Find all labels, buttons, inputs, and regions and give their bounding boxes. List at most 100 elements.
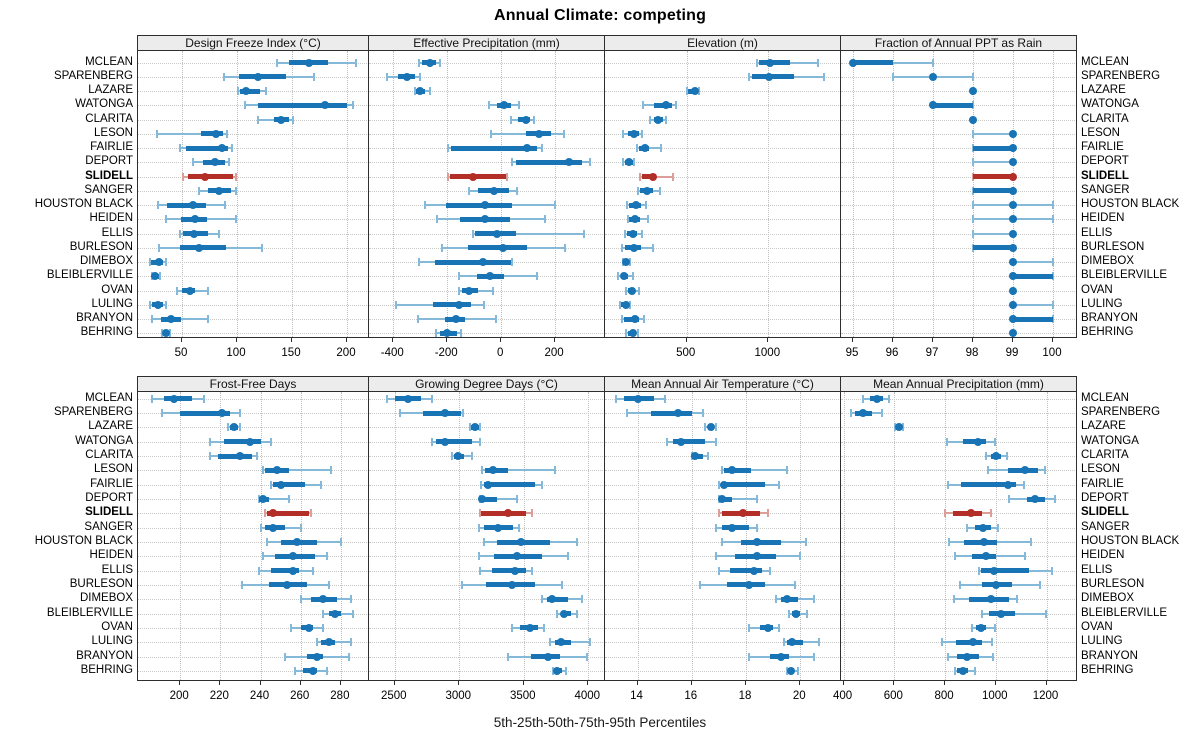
whisker-cap-high: [460, 329, 463, 337]
median-dot: [1009, 243, 1017, 252]
whisker-cap-high: [659, 144, 662, 153]
median-dot: [522, 144, 531, 153]
iqr-bar-25-75: [960, 482, 1016, 488]
whisker-cap-low: [157, 243, 160, 252]
median-dot: [521, 115, 530, 124]
panel-elevation: [604, 50, 841, 338]
panel-growing-degree-days: [368, 391, 605, 681]
row-gridline: [841, 247, 1076, 249]
row-label-left: SLIDELL: [85, 506, 133, 519]
axis-tick-label: 3500: [509, 690, 536, 702]
iqr-bar-25-75: [224, 439, 261, 445]
whisker-cap-low: [635, 144, 638, 153]
axis-tick: [392, 338, 394, 342]
whisker-cap-high: [299, 523, 302, 532]
axis-tick: [522, 681, 524, 685]
gridline: [945, 392, 947, 680]
median-dot: [706, 423, 715, 432]
axis-tick-label: 600: [883, 690, 903, 702]
panel-strip-fraction-ppt-rain: Fraction of Annual PPT as Rain: [840, 35, 1077, 51]
whisker-cap-high: [554, 201, 557, 210]
row-label-left: DEPORT: [85, 492, 133, 504]
median-dot: [690, 452, 699, 461]
whisker-cap-high: [585, 652, 588, 661]
axis-tick-label: -400: [380, 347, 404, 359]
median-dot: [508, 580, 517, 589]
row-label-right: DIMEBOX: [1081, 255, 1135, 268]
gridline: [768, 51, 770, 337]
whisker-cap-low: [984, 452, 987, 461]
median-dot: [403, 72, 412, 81]
whisker-cap-low: [151, 315, 154, 324]
whisker-cap-high: [1054, 495, 1057, 503]
whisker-cap-high: [715, 423, 718, 432]
median-dot: [976, 623, 985, 632]
axis-tick: [259, 681, 261, 685]
whisker-cap-low: [747, 72, 750, 81]
whisker-cap-low: [227, 423, 230, 432]
whisker-5-95: [721, 469, 787, 472]
median-dot: [1031, 495, 1040, 503]
whisker-cap-high: [223, 201, 226, 210]
whisker-cap-high: [351, 101, 354, 110]
whisker-cap-low: [209, 437, 212, 446]
median-dot: [1009, 186, 1017, 195]
row-gridline: [605, 205, 840, 207]
median-dot: [621, 258, 630, 267]
gridline: [1053, 51, 1054, 337]
median-dot: [777, 652, 786, 661]
row-gridline: [841, 205, 1076, 207]
whisker-cap-high: [1016, 595, 1019, 604]
median-dot: [513, 552, 522, 561]
row-gridline: [138, 333, 368, 335]
row-gridline: [138, 119, 368, 121]
row-gridline: [138, 304, 368, 306]
whisker-cap-high: [536, 272, 539, 281]
iqr-bar-25-75: [1013, 273, 1053, 279]
iqr-bar-25-75: [451, 145, 538, 151]
row-label-right: ELLIS: [1081, 226, 1113, 239]
axis-tick: [842, 681, 844, 685]
median-dot: [268, 523, 277, 532]
whisker-cap-high: [588, 638, 591, 647]
axis-tick-label: 99: [1005, 347, 1019, 359]
row-gridline: [369, 599, 604, 601]
row-gridline: [605, 148, 840, 150]
row-gridline: [841, 119, 1076, 121]
median-dot: [628, 229, 637, 238]
row-gridline: [605, 441, 840, 443]
row-gridline: [605, 190, 840, 192]
whisker-5-95: [1013, 261, 1053, 264]
whisker-cap-high: [313, 72, 315, 81]
gridline: [843, 392, 845, 680]
whisker-cap-low: [624, 329, 627, 337]
whisker-cap-low: [398, 409, 401, 418]
axis-tick-label: 1000: [981, 690, 1008, 702]
whisker-cap-high: [239, 423, 242, 432]
row-gridline: [841, 276, 1076, 278]
whisker-cap-low: [482, 538, 485, 546]
row-gridline: [369, 91, 604, 93]
whisker-cap-low: [626, 215, 629, 224]
row-gridline: [841, 190, 1076, 192]
axis-tick: [1052, 338, 1053, 342]
row-label-right: MCLEAN: [1081, 391, 1129, 404]
whisker-cap-high: [321, 623, 324, 632]
axis-tick: [393, 681, 395, 685]
row-label-left: SLIDELL: [85, 169, 133, 182]
row-gridline: [138, 427, 368, 429]
iqr-bar-25-75: [973, 188, 1013, 194]
whisker-cap-low: [283, 652, 286, 661]
gridline: [292, 51, 293, 337]
whisker-cap-high: [491, 286, 494, 295]
whisker-cap-high: [564, 243, 567, 252]
median-dot: [218, 409, 227, 418]
panel-strip-title: Effective Precipitation (mm): [413, 36, 560, 50]
whisker-cap-low: [698, 580, 701, 589]
whisker-cap-low: [623, 229, 626, 238]
whisker-cap-high: [218, 229, 221, 238]
row-label-left: LAZARE: [88, 84, 133, 97]
whisker-cap-high: [543, 623, 546, 632]
whisker-cap-low: [948, 538, 951, 546]
median-dot: [1009, 201, 1017, 210]
